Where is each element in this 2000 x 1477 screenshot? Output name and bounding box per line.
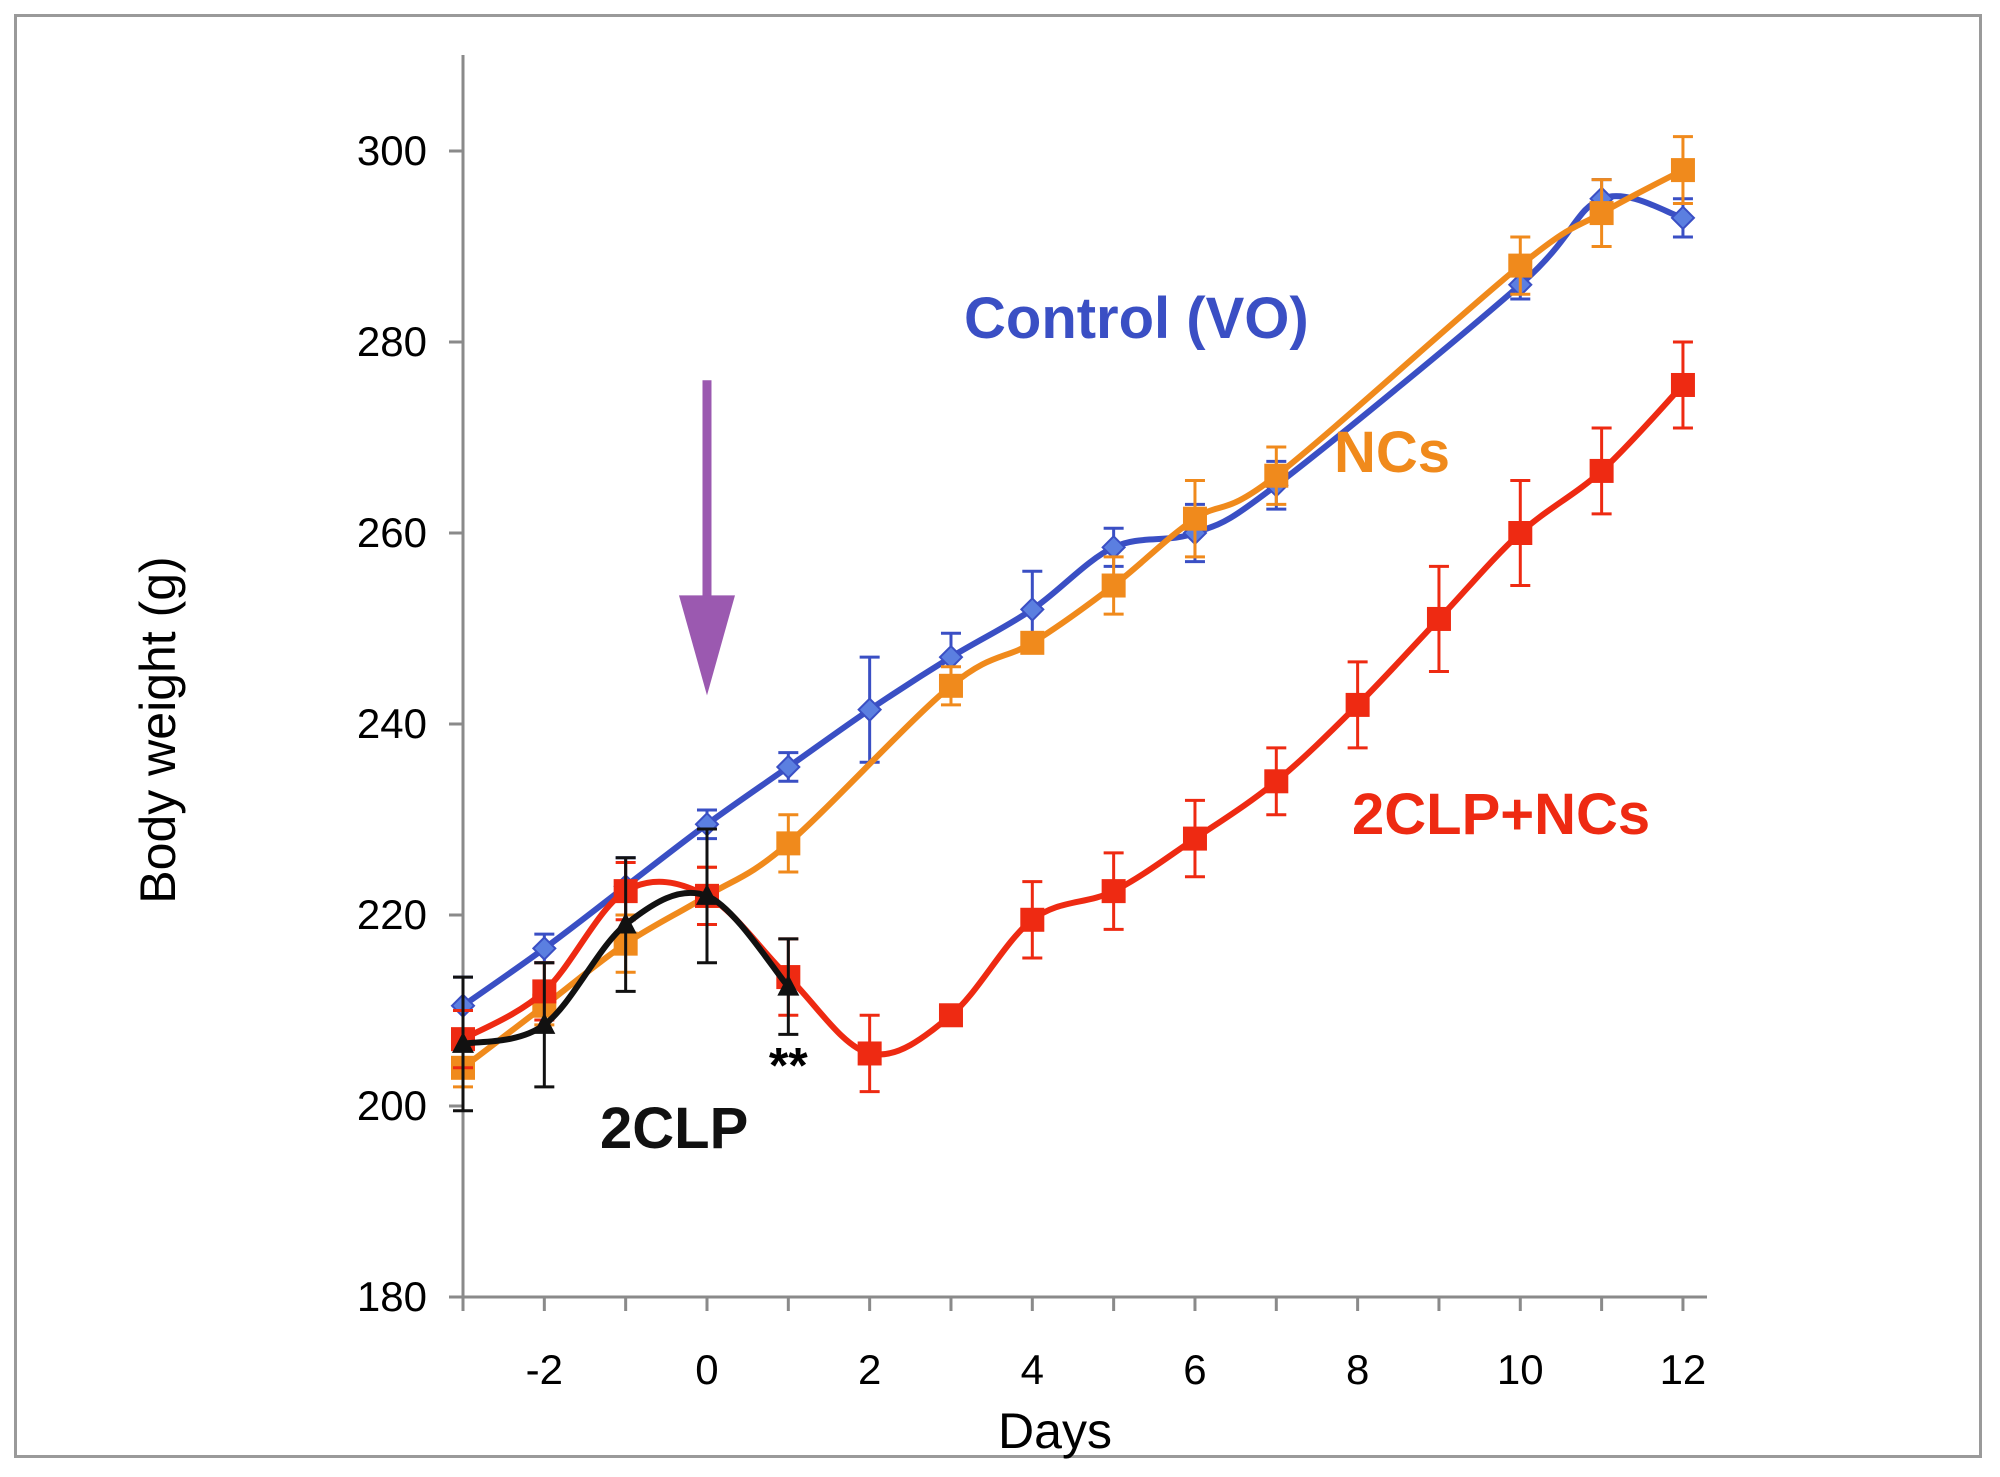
axes: 180 200 220 240 260 280 300 -2 0 2 4 6 8 10 12 Days Body… xyxy=(130,55,1707,1459)
data-point xyxy=(857,697,883,723)
y-tick-label: 200 xyxy=(357,1082,427,1129)
series-layer xyxy=(450,135,1696,1113)
data-point xyxy=(533,1012,556,1034)
data-point xyxy=(776,831,801,856)
data-point xyxy=(1508,253,1533,278)
data-point xyxy=(857,1041,882,1066)
data-point xyxy=(1589,458,1614,483)
data-point xyxy=(938,1003,963,1028)
data-point xyxy=(1670,205,1696,231)
data-point xyxy=(1670,372,1695,397)
series-line-2clp-ncs xyxy=(460,381,1686,1058)
x-tick-label: 2 xyxy=(858,1346,881,1393)
data-point xyxy=(1020,630,1045,655)
data-point xyxy=(775,754,801,780)
significance-marker: ** xyxy=(769,1038,808,1094)
series-label-ncs: NCs xyxy=(1334,420,1450,485)
data-point xyxy=(1182,506,1207,531)
y-tick-label: 220 xyxy=(357,891,427,938)
data-point xyxy=(1670,158,1695,183)
y-tick-label: 280 xyxy=(357,318,427,365)
data-point xyxy=(614,912,637,934)
series-2clp xyxy=(452,827,800,1113)
x-tick-label: 6 xyxy=(1183,1346,1206,1393)
y-tick-label: 240 xyxy=(357,700,427,747)
annotations: ** xyxy=(678,380,808,1094)
y-tick-label: 260 xyxy=(357,509,427,556)
data-point xyxy=(1101,879,1126,904)
data-point xyxy=(1182,826,1207,851)
data-point xyxy=(1426,606,1451,631)
x-tick-label: 4 xyxy=(1021,1346,1044,1393)
x-axis-title: Days xyxy=(998,1403,1112,1459)
data-point xyxy=(1508,521,1533,545)
y-tick-label: 180 xyxy=(357,1273,427,1320)
data-point xyxy=(1345,692,1370,717)
data-point xyxy=(938,673,963,698)
data-point xyxy=(1264,463,1289,488)
data-point xyxy=(1020,907,1045,932)
series-ncs xyxy=(451,135,1695,1089)
x-tick-label: 10 xyxy=(1497,1346,1544,1393)
data-point xyxy=(1101,534,1127,560)
data-point xyxy=(1101,573,1126,598)
treatment-arrow xyxy=(678,380,735,696)
y-tick-label: 300 xyxy=(357,127,427,174)
series-label-control-vo: Control (VO) xyxy=(964,286,1309,351)
data-point xyxy=(452,1031,474,1053)
data-point xyxy=(777,974,800,996)
data-point xyxy=(1264,769,1289,794)
series-label-2clp: 2CLP xyxy=(600,1096,748,1161)
arrow-head xyxy=(678,595,735,696)
x-tick-label: -2 xyxy=(526,1346,563,1393)
data-point xyxy=(695,883,718,905)
x-tick-label: 12 xyxy=(1660,1346,1707,1393)
x-tick-label: 0 xyxy=(695,1346,718,1393)
series-2clp-ncs xyxy=(451,340,1695,1094)
data-point xyxy=(1019,596,1045,622)
series-label-2clp-ncs: 2CLP+NCs xyxy=(1352,782,1650,847)
data-point xyxy=(1589,201,1614,226)
data-point xyxy=(531,936,557,961)
labels: Control (VO) NCs 2CLP+NCs 2CLP xyxy=(600,286,1650,1161)
y-axis-title: Body weight (g) xyxy=(130,556,186,903)
figure-frame xyxy=(14,14,1982,1458)
x-tick-label: 8 xyxy=(1346,1346,1369,1393)
